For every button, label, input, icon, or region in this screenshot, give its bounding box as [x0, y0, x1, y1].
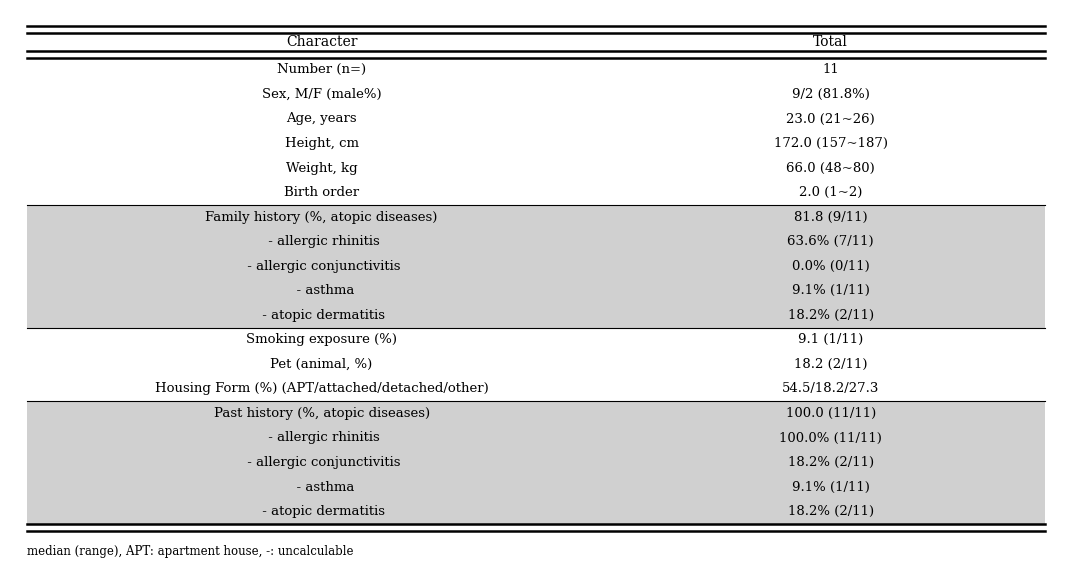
Text: Family history (%, atopic diseases): Family history (%, atopic diseases): [206, 211, 437, 224]
Bar: [27, 180, 1045, 205]
Bar: [27, 156, 1045, 180]
Bar: [27, 58, 1045, 82]
Text: 81.8 (9/11): 81.8 (9/11): [794, 211, 867, 224]
Text: Weight, kg: Weight, kg: [286, 162, 357, 174]
Bar: [27, 303, 1045, 328]
Bar: [27, 131, 1045, 156]
Text: Smoking exposure (%): Smoking exposure (%): [247, 333, 397, 346]
Text: 2.0 (1~2): 2.0 (1~2): [799, 186, 863, 199]
Bar: [27, 107, 1045, 131]
Text: 9/2 (81.8%): 9/2 (81.8%): [792, 88, 869, 101]
Text: 0.0% (0/11): 0.0% (0/11): [792, 260, 869, 272]
Text: - asthma: - asthma: [288, 284, 355, 297]
Text: Pet (animal, %): Pet (animal, %): [270, 358, 373, 371]
Text: - atopic dermatitis: - atopic dermatitis: [258, 309, 385, 322]
Text: Age, years: Age, years: [286, 113, 357, 125]
Bar: [27, 499, 1045, 524]
Text: 100.0 (11/11): 100.0 (11/11): [786, 407, 876, 420]
Text: Housing Form (%) (APT/attached/detached/other): Housing Form (%) (APT/attached/detached/…: [154, 382, 489, 396]
Bar: [27, 82, 1045, 107]
Bar: [27, 254, 1045, 278]
Text: 23.0 (21~26): 23.0 (21~26): [787, 113, 875, 125]
Text: 172.0 (157~187): 172.0 (157~187): [774, 137, 888, 150]
Text: Sex, M/F (male%): Sex, M/F (male%): [262, 88, 382, 101]
Text: - allergic conjunctivitis: - allergic conjunctivitis: [243, 456, 400, 469]
Text: 66.0 (48~80): 66.0 (48~80): [787, 162, 875, 174]
Text: 18.2 (2/11): 18.2 (2/11): [794, 358, 867, 371]
Bar: [27, 229, 1045, 254]
Bar: [27, 278, 1045, 303]
Text: - allergic conjunctivitis: - allergic conjunctivitis: [243, 260, 400, 272]
Text: Past history (%, atopic diseases): Past history (%, atopic diseases): [213, 407, 430, 420]
Text: Birth order: Birth order: [284, 186, 359, 199]
Bar: [27, 205, 1045, 229]
Text: - asthma: - asthma: [288, 480, 355, 493]
Text: Character: Character: [286, 35, 357, 49]
Bar: [27, 475, 1045, 499]
Text: 11: 11: [822, 63, 839, 77]
Text: 9.1% (1/11): 9.1% (1/11): [792, 480, 869, 493]
Text: Total: Total: [814, 35, 848, 49]
Text: 54.5/18.2/27.3: 54.5/18.2/27.3: [783, 382, 879, 396]
Text: 18.2% (2/11): 18.2% (2/11): [788, 309, 874, 322]
Bar: [27, 401, 1045, 426]
Bar: [27, 450, 1045, 475]
Bar: [27, 426, 1045, 450]
Bar: [27, 328, 1045, 352]
Text: 9.1% (1/11): 9.1% (1/11): [792, 284, 869, 297]
Text: 9.1 (1/11): 9.1 (1/11): [799, 333, 863, 346]
Text: 63.6% (7/11): 63.6% (7/11): [788, 235, 874, 248]
Text: - allergic rhinitis: - allergic rhinitis: [264, 432, 379, 444]
Text: - allergic rhinitis: - allergic rhinitis: [264, 235, 379, 248]
Text: Height, cm: Height, cm: [284, 137, 359, 150]
Bar: [27, 352, 1045, 376]
Bar: [27, 376, 1045, 401]
Text: median (range), APT: apartment house, -: uncalculable: median (range), APT: apartment house, -:…: [27, 546, 354, 558]
Text: Number (n=): Number (n=): [277, 63, 367, 77]
Text: 100.0% (11/11): 100.0% (11/11): [779, 432, 882, 444]
Text: 18.2% (2/11): 18.2% (2/11): [788, 505, 874, 518]
Text: 18.2% (2/11): 18.2% (2/11): [788, 456, 874, 469]
Text: - atopic dermatitis: - atopic dermatitis: [258, 505, 385, 518]
